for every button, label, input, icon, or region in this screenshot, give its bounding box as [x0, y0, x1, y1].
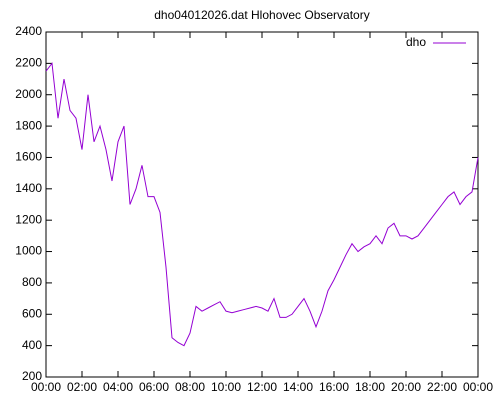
x-tick-label: 16:00 — [319, 380, 349, 394]
y-tick-label: 1200 — [15, 212, 42, 226]
y-tick-label: 2400 — [15, 24, 42, 38]
x-tick-label: 08:00 — [175, 380, 205, 394]
y-tick-label: 1400 — [15, 181, 42, 195]
x-tick-label: 04:00 — [103, 380, 133, 394]
legend-label: dho — [406, 35, 426, 49]
y-tick-label: 1800 — [15, 118, 42, 132]
y-tick-label: 600 — [22, 306, 42, 320]
data-line — [45, 62, 479, 347]
y-tick-label: 200 — [22, 369, 42, 383]
y-tick-label: 2200 — [15, 56, 42, 70]
y-tick-label: 1600 — [15, 150, 42, 164]
x-tick-label: 14:00 — [283, 380, 313, 394]
y-tick-label: 400 — [22, 338, 42, 352]
y-tick-label: 1000 — [15, 244, 42, 258]
y-tick-label: 800 — [22, 275, 42, 289]
x-tick-label: 02:00 — [67, 380, 97, 394]
chart-title: dho04012026.dat Hlohovec Observatory — [154, 8, 369, 22]
x-tick-label: 10:00 — [211, 380, 241, 394]
plot-border — [45, 31, 479, 378]
x-tick-label: 06:00 — [139, 380, 169, 394]
x-tick-label: 00:00 — [31, 380, 61, 394]
y-tick-label: 2000 — [15, 87, 42, 101]
x-tick-label: 18:00 — [355, 380, 385, 394]
x-tick-label: 22:00 — [427, 380, 457, 394]
x-tick-label: 00:00 — [463, 380, 493, 394]
x-tick-label: 12:00 — [247, 380, 277, 394]
x-tick-label: 20:00 — [391, 380, 421, 394]
